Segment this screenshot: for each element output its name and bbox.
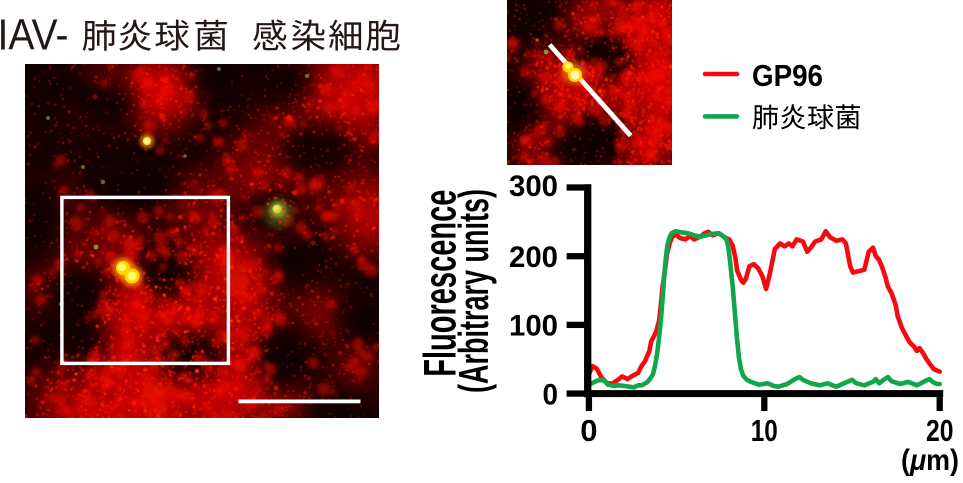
svg-text:GP96: GP96 (752, 58, 823, 93)
svg-text:300: 300 (509, 170, 558, 203)
svg-text:(μm): (μm) (901, 444, 959, 477)
svg-text:Fluorescence: Fluorescence (416, 190, 466, 377)
svg-text:10: 10 (751, 413, 778, 448)
svg-text:100: 100 (509, 310, 558, 343)
svg-text:(Arbitrary units): (Arbitrary units) (451, 189, 497, 393)
svg-text:0: 0 (543, 378, 559, 411)
svg-text:0: 0 (580, 413, 597, 448)
svg-text:IAV-: IAV- (0, 11, 69, 60)
svg-text:20: 20 (926, 413, 954, 448)
svg-text:200: 200 (509, 241, 558, 274)
